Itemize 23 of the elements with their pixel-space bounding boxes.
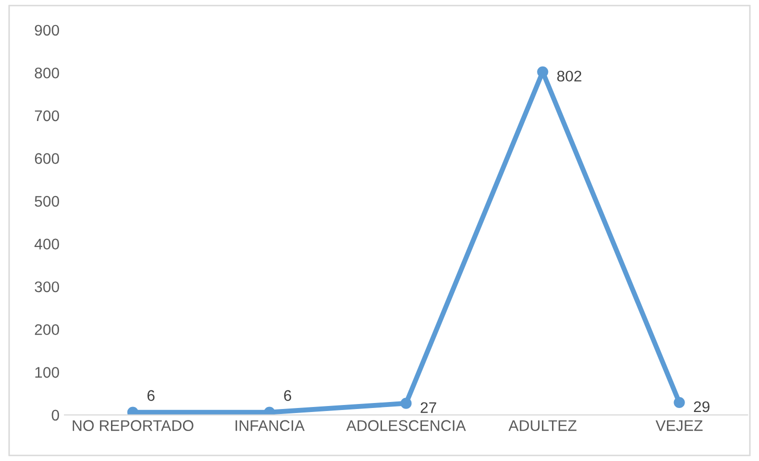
point [537, 66, 548, 78]
x-tick-label: INFANCIA [236, 420, 305, 431]
x-tick-label: NO REPORTADO [72, 420, 194, 431]
x-tick-label: ADULTEZ [508, 420, 576, 431]
y-tick-label: 300 [34, 281, 60, 292]
y-tick-label: 0 [52, 410, 60, 421]
point [674, 396, 685, 408]
y-tick-label: 500 [34, 196, 60, 207]
point [400, 398, 412, 409]
data-label: 802 [557, 70, 582, 82]
y-tick-label: 100 [35, 366, 60, 378]
y-tick-label: 900 [34, 24, 60, 36]
data-label: 29 [694, 401, 710, 412]
x-tick-label: VEJEZ [656, 420, 703, 431]
data-label: 6 [147, 390, 155, 401]
y-tick-label: 600 [34, 153, 60, 164]
y-tick-label: 800 [34, 68, 60, 78]
y-tick-label: 700 [34, 110, 60, 122]
data-label: 27 [420, 402, 436, 413]
y-tick-label: 400 [34, 238, 60, 250]
x-tick-label: ADOLESCENCIA [346, 420, 466, 431]
data-label: 6 [284, 390, 292, 401]
y-tick-label: 200 [34, 324, 60, 336]
